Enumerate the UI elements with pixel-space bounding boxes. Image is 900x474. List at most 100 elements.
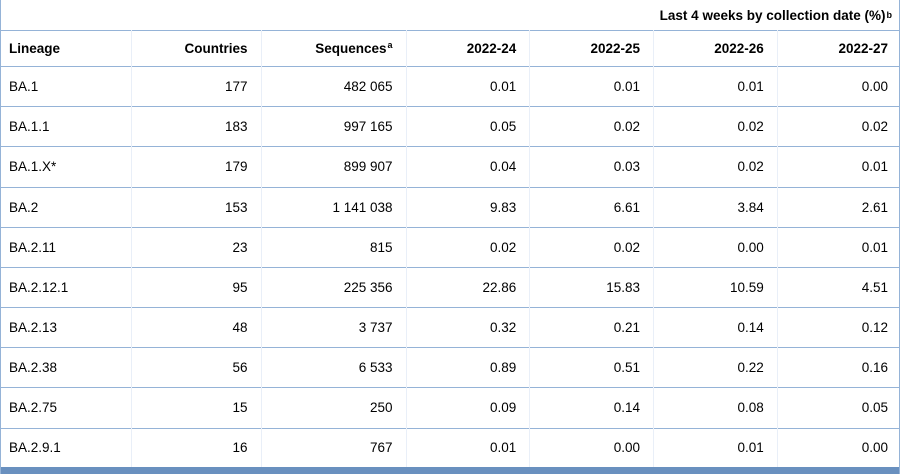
table-cell: 15.83 <box>529 267 654 308</box>
table-cell: 0.02 <box>405 227 530 268</box>
table-cell: 0.01 <box>653 428 778 467</box>
lineage-cell: BA.2.9.1 <box>9 440 61 456</box>
table-row: BA.2.9.1 16 767 0.01 0.00 0.01 0.00 <box>1 428 899 467</box>
table-cell: 250 <box>260 387 406 429</box>
table-row: BA.2.38 56 6 533 0.89 0.51 0.22 0.16 <box>1 347 899 388</box>
column-header-label: Sequences <box>315 41 387 56</box>
column-header-label: 2022-26 <box>714 41 764 56</box>
column-header-2022-25: 2022-25 <box>529 30 654 67</box>
table-cell: 0.14 <box>529 387 654 429</box>
column-header-2022-24: 2022-24 <box>405 30 530 67</box>
table-row: BA.2.75 15 250 0.09 0.14 0.08 0.05 <box>1 387 899 429</box>
table-cell: 0.02 <box>653 106 778 147</box>
table-cell: 6 533 <box>260 347 406 388</box>
table-row: BA.1.X* 179 899 907 0.04 0.03 0.02 0.01 <box>1 146 899 188</box>
table-cell: 0.09 <box>405 387 530 429</box>
table-cell: 6.61 <box>529 187 654 228</box>
lineage-cell: BA.2.12.1 <box>9 279 69 295</box>
table-cell: 56 <box>130 347 261 388</box>
lineage-table: Lineage Countries Sequencesa 2022-24 2022-25… <box>1 30 899 467</box>
lineage-cell: BA.1.1 <box>9 119 50 135</box>
table-cell: 15 <box>130 387 261 429</box>
table-cell: 95 <box>130 267 261 308</box>
table-cell: 22.86 <box>405 267 530 308</box>
table-cell: 0.05 <box>776 387 899 429</box>
table-row: BA.1 177 482 065 0.01 0.01 0.01 0.00 <box>1 66 899 107</box>
table-cell: 0.01 <box>776 227 899 268</box>
table-cell: 179 <box>130 146 261 188</box>
table-cell: 0.02 <box>529 227 654 268</box>
lineage-cell: BA.2.13 <box>9 320 58 336</box>
table-cell: 0.89 <box>405 347 530 388</box>
table-cell: 0.02 <box>529 106 654 147</box>
table-cell: 0.16 <box>776 347 899 388</box>
table-cell: 48 <box>130 307 261 348</box>
table-cell: 0.00 <box>653 227 778 268</box>
table-row: BA.2 153 1 141 038 9.83 6.61 3.84 2.61 <box>1 187 899 228</box>
lineage-cell: BA.2.38 <box>9 360 58 376</box>
table-cell: 153 <box>130 187 261 228</box>
table-row: BA.2.11 23 815 0.02 0.02 0.00 0.01 <box>1 227 899 268</box>
column-footnote-marker: a <box>387 39 393 50</box>
lineage-cell: BA.1.X* <box>9 159 57 175</box>
table-cell: 0.32 <box>405 307 530 348</box>
table-cell: 767 <box>260 428 406 467</box>
table-cell: 482 065 <box>260 66 406 107</box>
table-cell: 0.21 <box>529 307 654 348</box>
column-header-label: 2022-24 <box>466 41 517 56</box>
column-header-lineage: Lineage <box>1 31 131 67</box>
table-row: BA.1.1 183 997 165 0.05 0.02 0.02 0.02 <box>1 106 899 147</box>
table-cell: 0.14 <box>653 307 778 348</box>
table-cell: 0.02 <box>653 146 778 188</box>
column-header-label: 2022-27 <box>838 41 888 56</box>
collection-date-note: Last 4 weeks by collection date (%) b <box>659 7 892 23</box>
table-cell: 1 141 038 <box>260 187 406 228</box>
table-cell: 4.51 <box>776 267 899 308</box>
table-cell: 0.04 <box>405 146 530 188</box>
column-header-2022-26: 2022-26 <box>653 30 778 67</box>
column-header-sequences: Sequencesa <box>260 30 406 67</box>
collection-date-note-text: Last 4 weeks by collection date (%) <box>659 7 886 23</box>
table-cell: 0.03 <box>529 146 654 188</box>
table-cell: 10.59 <box>653 267 778 308</box>
table-cell: 177 <box>130 66 261 107</box>
table-row: BA.2.12.1 95 225 356 22.86 15.83 10.59 4.51 <box>1 267 899 308</box>
table-cell: 9.83 <box>405 187 530 228</box>
table-cell: 0.01 <box>405 428 530 467</box>
lineage-cell: BA.2.11 <box>9 239 57 255</box>
table-cell: 0.00 <box>529 428 654 467</box>
bottom-accent-bar <box>1 467 899 474</box>
table-cell: 16 <box>130 428 261 467</box>
lineage-cell: BA.1 <box>9 79 39 95</box>
table-cell: 0.51 <box>529 347 654 388</box>
column-header-label: 2022-25 <box>590 41 640 56</box>
table-cell: 3.84 <box>653 187 778 228</box>
table-cell: 183 <box>130 106 261 147</box>
table-cell: 0.02 <box>776 106 899 147</box>
table-cell: 0.00 <box>776 66 899 107</box>
table-cell: 0.22 <box>653 347 778 388</box>
table-cell: 225 356 <box>260 267 406 308</box>
table-cell: 0.01 <box>776 146 899 188</box>
table-cell: 997 165 <box>260 106 406 147</box>
table-cell: 0.08 <box>653 387 778 429</box>
column-header-2022-27: 2022-27 <box>776 30 899 67</box>
column-header-label: Lineage <box>9 41 61 56</box>
table-cell: 3 737 <box>260 307 406 348</box>
table-cell: 0.01 <box>405 66 530 107</box>
table-cell: 0.01 <box>529 66 654 107</box>
table-cell: 2.61 <box>776 187 899 228</box>
table-cell: 899 907 <box>260 146 406 188</box>
table-cell: 815 <box>260 227 406 268</box>
table-cell: 0.12 <box>776 307 899 348</box>
table-cell: 0.00 <box>776 428 899 467</box>
lineage-cell: BA.2 <box>9 199 39 215</box>
header-row: Lineage Countries Sequencesa 2022-24 2022-25… <box>1 30 899 67</box>
table-cell: 0.05 <box>405 106 530 147</box>
column-header-label: Countries <box>184 41 248 56</box>
lineage-cell: BA.2.75 <box>9 400 58 416</box>
table-cell: 23 <box>130 227 261 268</box>
column-header-countries: Countries <box>130 30 261 67</box>
table-cell: 0.01 <box>653 66 778 107</box>
